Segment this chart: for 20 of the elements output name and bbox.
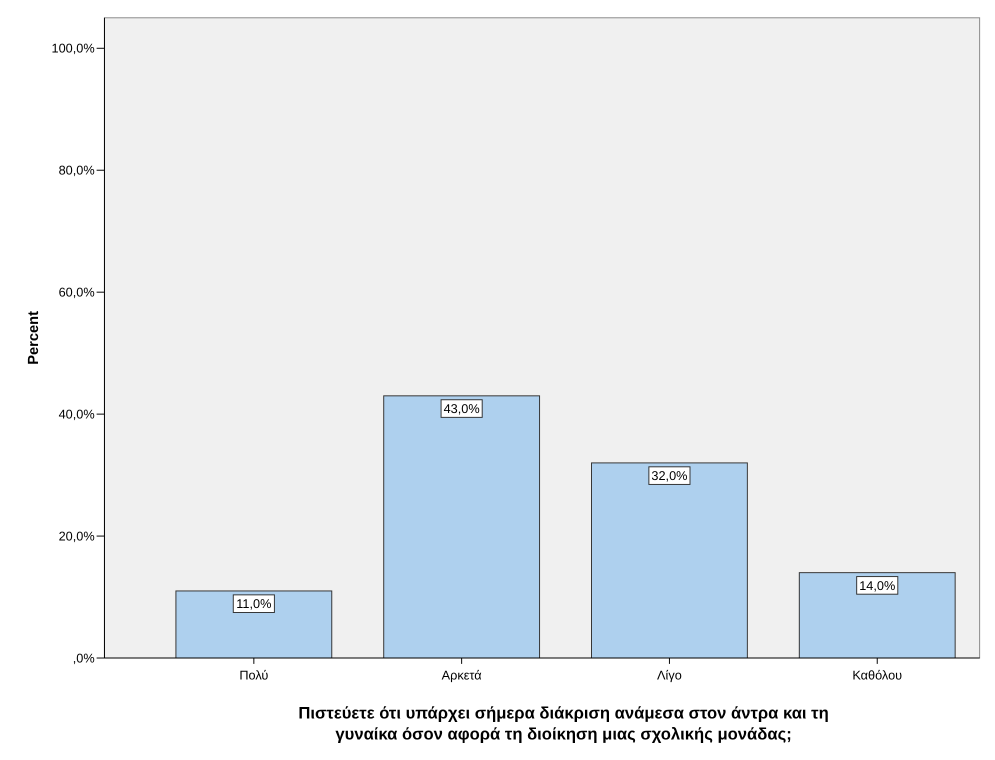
y-tick-label: 20,0% bbox=[58, 528, 95, 544]
y-tick-label: 40,0% bbox=[58, 406, 95, 422]
data-label: 14,0% bbox=[859, 578, 896, 593]
bar bbox=[383, 395, 540, 659]
y-tick-label: 60,0% bbox=[58, 284, 95, 300]
x-axis-title: Πιστεύετε ότι υπάρχει σήμερα διάκριση ανάμεσα στον άντρα και τη γυναίκα όσον αφορά τη διοίκηση μιας σχολικής μονάδας; bbox=[298, 704, 829, 744]
y-tick-label: 100,0% bbox=[52, 40, 95, 56]
data-label: 32,0% bbox=[651, 468, 688, 484]
x-tick-label: Λίγο bbox=[657, 668, 682, 683]
x-tick-label: Καθόλου bbox=[852, 668, 902, 683]
bar bbox=[591, 462, 748, 659]
y-tick-label: 80,0% bbox=[58, 162, 95, 178]
x-tick-label: Αρκετά bbox=[442, 668, 482, 683]
x-tick-label: Πολύ bbox=[239, 668, 268, 683]
bar bbox=[175, 590, 332, 659]
bar bbox=[798, 572, 956, 659]
data-label: 11,0% bbox=[236, 596, 272, 612]
data-label: 43,0% bbox=[444, 400, 480, 416]
y-tick-label: ,0% bbox=[72, 650, 95, 666]
y-axis-title: Percent bbox=[26, 310, 42, 365]
